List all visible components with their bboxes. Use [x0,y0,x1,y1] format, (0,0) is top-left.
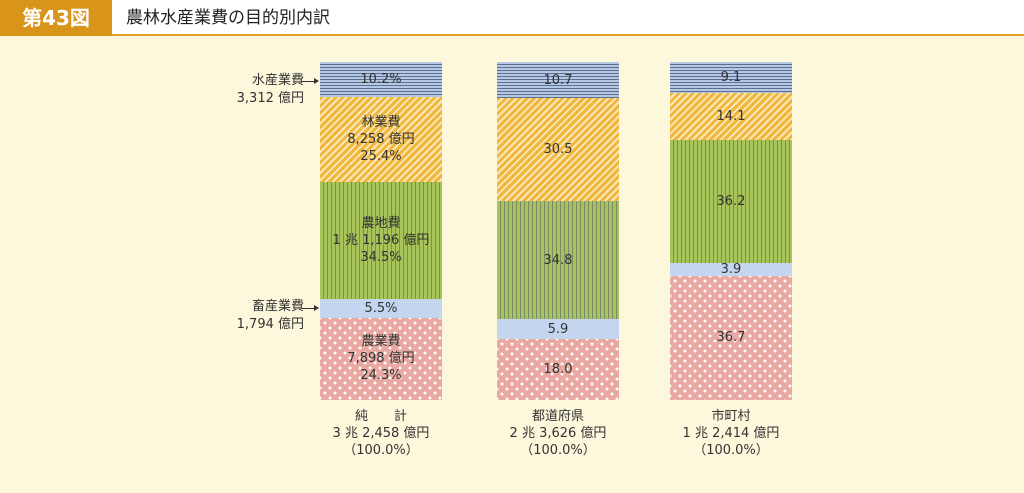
figure-title: 農林水産業費の目的別内訳 [126,8,330,28]
figure-header: 第43図 農林水産業費の目的別内訳 [0,0,1024,36]
category-label: 都道府県 2 兆 3,626 億円 （100.0%） [478,408,638,459]
segment-label: 30.5 [543,142,573,158]
livestock-name: 畜産業費 [251,299,304,314]
segment-label: 5.9 [547,321,569,337]
segment-fish: 10.2% [320,62,442,97]
segment-farm: 34.8 [497,201,619,320]
segment-label: 5.5% [364,300,398,316]
livestock-amount: 1,794 億円 [236,317,304,332]
fish-side-label: 水産業費 3,312 億円 [237,72,304,108]
category-pct: （100.0%） [520,443,596,458]
fish-name: 水産業費 [251,73,304,88]
segment-label: 36.7 [716,330,746,346]
segment-label: 7,898 億円 [347,351,415,367]
segment-live: 5.9 [497,319,619,340]
category-total: 2 兆 3,626 億円 [509,426,607,441]
segment-label: 36.2 [716,194,746,210]
livestock-arrow-icon [302,305,319,311]
category-pct: （100.0%） [343,443,419,458]
segment-forest: 30.5 [497,98,619,202]
segment-label: 林業費 [361,114,401,130]
segment-label: 10.7 [543,72,573,88]
segment-forest: 林業費 8,258 億円 25.4% [320,96,442,183]
segment-live: 3.9 [670,261,792,277]
category-total: 3 兆 2,458 億円 [332,426,430,441]
segment-label: 農業費 [361,334,401,350]
segment-label: 24.3% [360,368,402,384]
segment-label: 8,258 億円 [347,131,415,147]
category-label: 市町村 1 兆 2,414 億円 （100.0%） [651,408,811,459]
category-name: 都道府県 [531,409,584,424]
segment-farm: 農地費 1 兆 1,196 億円 34.5% [320,182,442,300]
segment-label: 34.5% [360,250,402,266]
figure-number: 第43図 [0,0,112,36]
category-total: 1 兆 2,414 億円 [682,426,780,441]
segment-label: 10.2% [360,71,402,87]
bar-0: 10.2% 林業費 8,258 億円 25.4% 農地費 1 兆 1,196 億円 34.5… [320,62,442,400]
segment-label: 14.1 [716,109,746,125]
segment-forest: 14.1 [670,92,792,141]
category-pct: （100.0%） [693,443,769,458]
bar-2: 9.1 14.1 36.2 3.9 36.7 [670,62,792,400]
segment-label: 農地費 [361,216,401,232]
category-name: 市町村 [711,409,751,424]
segment-label: 3.9 [720,261,742,277]
segment-fish: 9.1 [670,62,792,93]
category-name: 純 計 [354,409,407,424]
segment-farm: 36.2 [670,140,792,263]
segment-live: 5.5% [320,299,442,318]
bar-1: 10.7 30.5 34.8 5.9 18.0 [497,62,619,400]
segment-label: 1 兆 1,196 億円 [332,233,430,249]
livestock-side-label: 畜産業費 1,794 億円 [237,298,304,334]
fish-arrow-icon [302,78,319,84]
segment-label: 34.8 [543,252,573,268]
category-label: 純 計 3 兆 2,458 億円 （100.0%） [301,408,461,459]
segment-label: 25.4% [360,148,402,164]
segment-label: 18.0 [543,362,573,378]
segment-label: 9.1 [720,69,742,85]
fish-amount: 3,312 億円 [236,91,304,106]
segment-agri: 36.7 [670,275,792,400]
segment-agri: 農業費 7,898 億円 24.3% [320,317,442,400]
segment-fish: 10.7 [497,62,619,99]
segment-agri: 18.0 [497,339,619,400]
